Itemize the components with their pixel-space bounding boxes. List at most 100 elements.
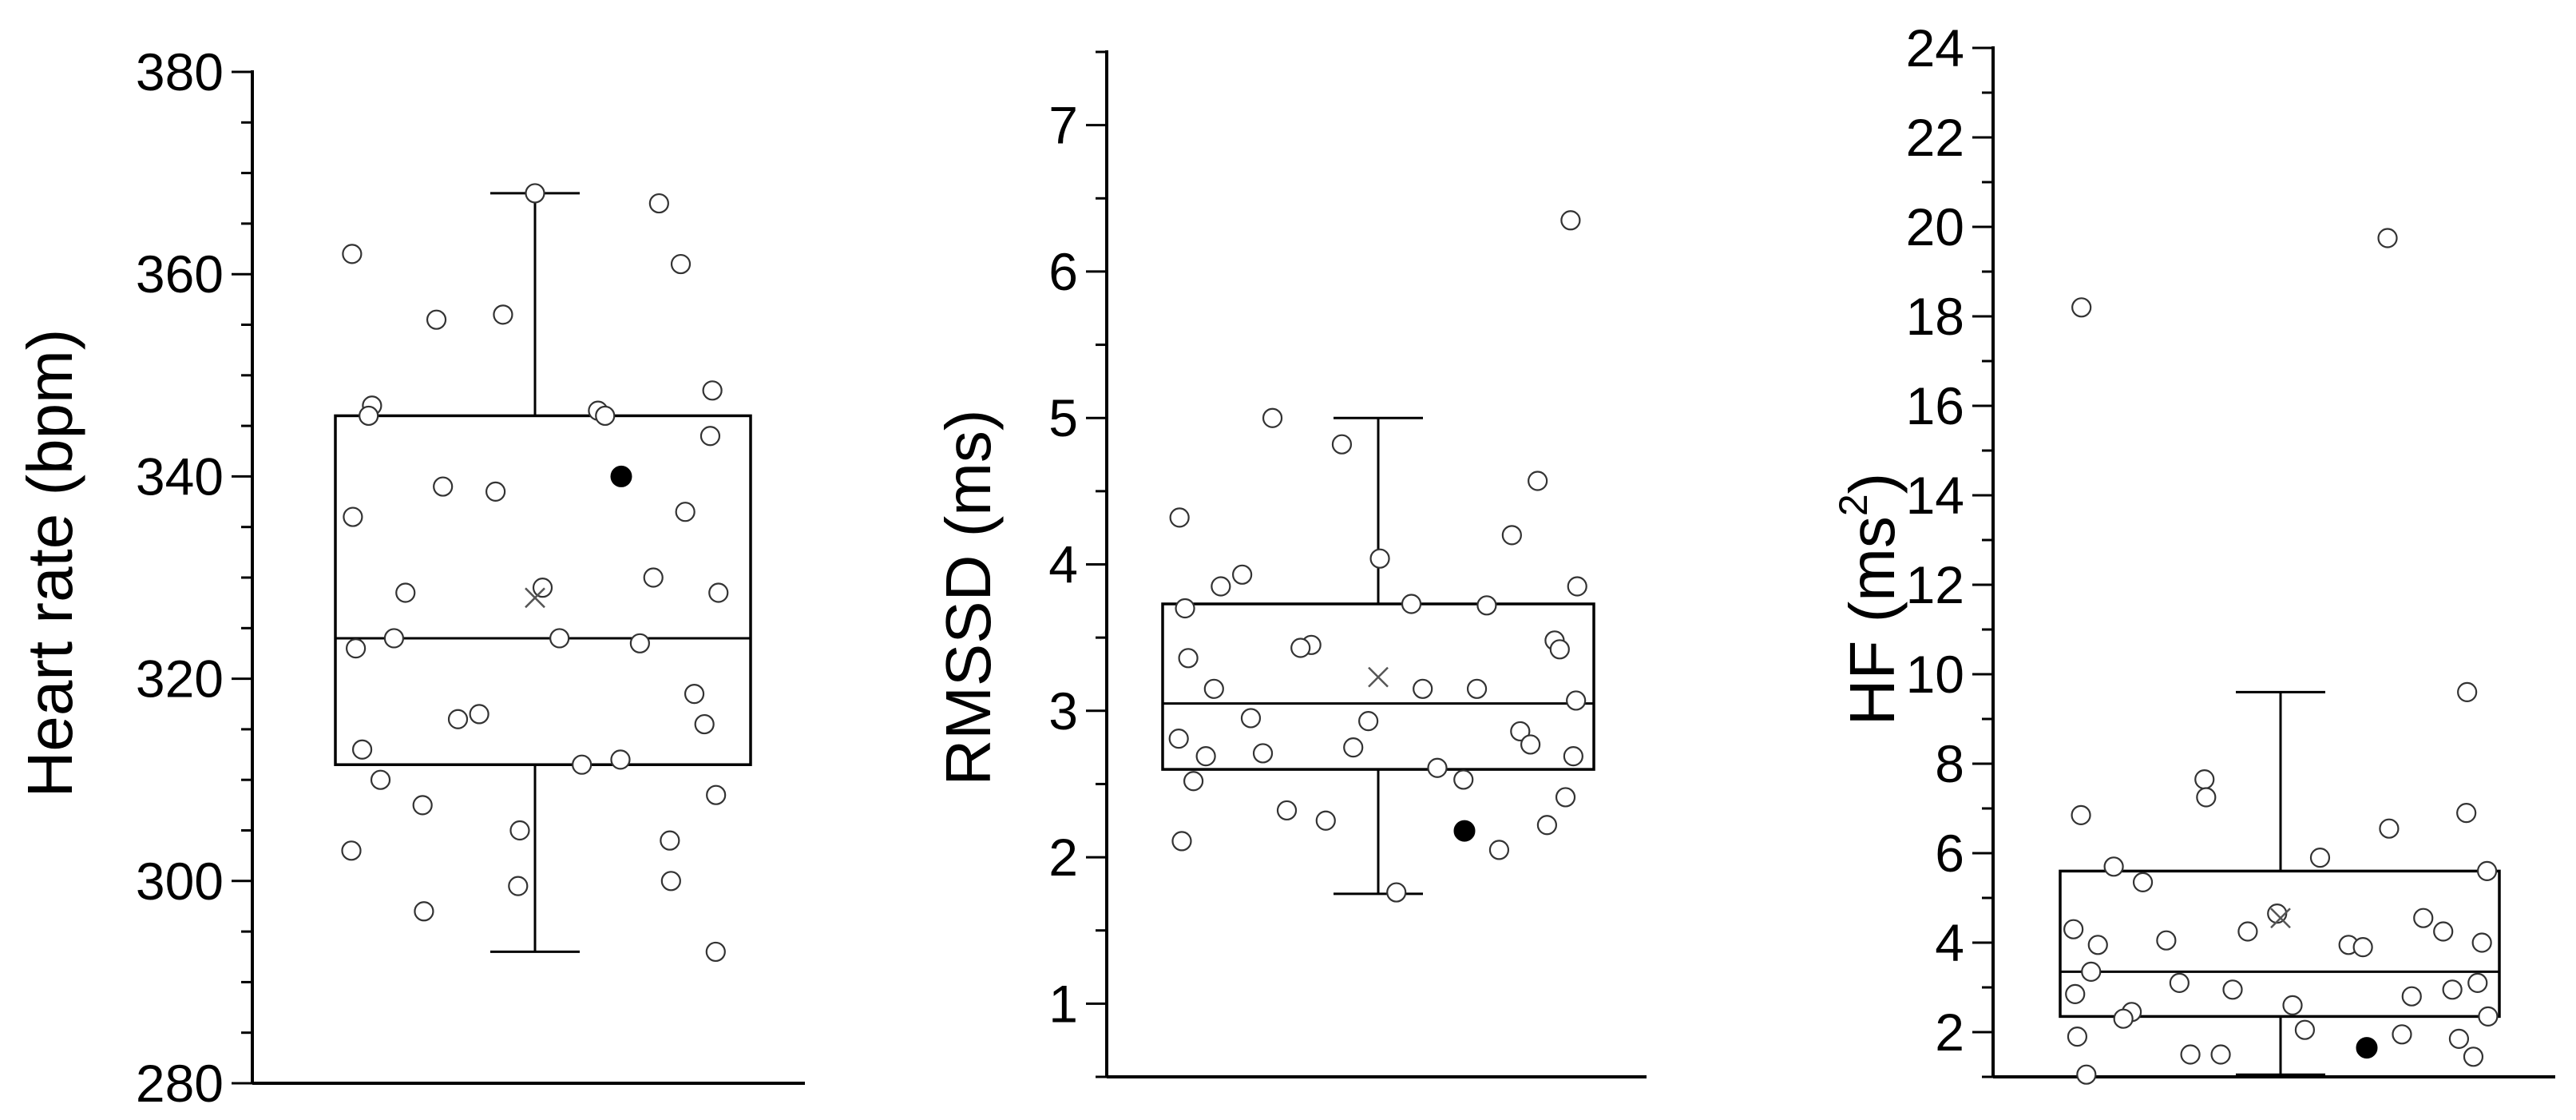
hf-data-point [2471,932,2492,953]
hf-axis-title-main: HF (ms [1837,516,1908,725]
hf-tick-label: 22 [1906,108,1964,167]
hf-data-point [2379,818,2400,839]
rmssd-data-point [1488,840,1510,860]
hf-data-point [2392,1024,2412,1045]
rmssd-data-point [1427,757,1448,778]
hf-data-point [2103,856,2124,877]
hf-data-point [2194,769,2215,790]
hf-data-point [2210,1044,2231,1065]
rmssd-data-point [1510,721,1531,742]
hf-tick-label: 4 [1935,913,1964,972]
hf-axis-title-sup: 2 [1831,494,1876,516]
hf-data-point [2113,1008,2134,1029]
hf-data-point [2457,681,2478,703]
rmssd-data-point [1175,598,1195,619]
heart-rate-iqr-box [334,414,752,766]
heart-rate-data-point [426,309,447,330]
rmssd-data-point [1520,734,1541,755]
heart-rate-data-point [351,739,373,760]
hf-tick-label: 14 [1906,466,1964,525]
heart-rate-data-point [670,253,692,275]
hf-data-point [2433,921,2454,942]
rmssd-data-point [1168,729,1189,749]
hf-data-point [2456,802,2477,824]
heart-rate-tick-label: 380 [136,42,224,101]
rmssd-data-point [1528,471,1548,491]
heart-rate-data-point [643,567,664,588]
heart-rate-data-point [525,183,545,204]
hf-data-point [2352,936,2373,958]
hf-tick-label: 20 [1906,197,1964,256]
heart-rate-data-point [433,476,454,497]
rmssd-data-point [1211,576,1231,597]
hf-data-point [2071,804,2091,826]
hf-data-point [2463,1047,2484,1067]
rmssd-data-point [1560,210,1581,231]
heart-rate-data-point [532,578,553,598]
rmssd-tick-label: 3 [1048,681,1078,741]
heart-rate-mean-stroke-b [525,587,545,609]
rmssd-data-point [1315,810,1336,831]
rmssd-axis-title: RMSSD (ms) [933,409,1004,785]
rmssd-data-point [1567,576,1587,597]
hf-data-point [2442,979,2463,1000]
rmssd-data-point [1501,525,1522,546]
heart-rate-tick-label: 340 [136,447,224,506]
hf-axis-title: HF (ms2) [1831,473,1908,726]
hf-tick-label: 16 [1906,376,1964,435]
heart-rate-data-point [341,840,362,861]
hf-data-point [2065,983,2086,1005]
rmssd-iqr-box [1161,602,1595,771]
heart-rate-axis-title: Heart rate (bpm) [14,329,85,798]
heart-rate-data-point [694,713,715,735]
heart-rate-data-point [660,830,680,851]
heart-rate-mean-marker [525,587,545,609]
heart-rate-highlight-point [610,465,632,487]
rmssd-data-point [1171,831,1192,852]
heart-rate-data-point [383,628,405,649]
heart-rate-data-point [702,380,723,401]
hf-data-point [2282,995,2303,1016]
rmssd-data-point [1178,648,1199,669]
hf-data-point [2294,1019,2316,1040]
hf-data-point [2478,1006,2499,1027]
hf-data-point [2309,847,2331,868]
heart-rate-data-point [469,704,489,725]
hf-tick-label: 12 [1906,555,1964,614]
hf-data-point [2071,297,2092,318]
hf-data-point [2467,972,2488,994]
hf-data-point [2132,872,2154,893]
heart-rate-data-point [706,784,727,805]
heart-rate-data-point [595,405,616,427]
hf-data-point [2067,1026,2088,1047]
hf-data-point [2413,908,2434,928]
hf-data-point [2169,972,2190,994]
hf-tick-label: 18 [1906,287,1964,346]
hf-mean-stroke-b [2270,908,2291,929]
rmssd-panel: RMSSD (ms) 1 2 3 4 5 6 7 [933,50,1647,1078]
rmssd-data-point [1262,407,1283,428]
heart-rate-data-point [648,193,669,214]
rmssd-data-point [1183,771,1204,792]
rmssd-data-point [1358,711,1379,732]
heart-rate-data-point [485,481,506,502]
heart-rate-data-point [343,506,363,527]
rmssd-data-point [1555,787,1576,808]
hf-data-point [2476,860,2498,882]
rmssd-data-point [1466,678,1488,699]
rmssd-data-point [1413,678,1433,699]
heart-rate-data-point [493,304,513,325]
heart-rate-tick-label: 300 [136,852,224,911]
rmssd-data-point [1203,678,1224,699]
hf-highlight-point [2356,1037,2378,1059]
heart-rate-data-point [346,638,367,659]
heart-rate-tick-label: 280 [136,1054,224,1113]
hf-tick-label: 24 [1906,18,1964,77]
heart-rate-data-point [675,502,696,522]
rmssd-data-point [1290,637,1311,658]
heart-rate-data-point [395,582,416,603]
hf-data-point [2401,986,2422,1007]
heart-rate-data-point [699,426,721,447]
hf-data-point [2081,961,2102,983]
